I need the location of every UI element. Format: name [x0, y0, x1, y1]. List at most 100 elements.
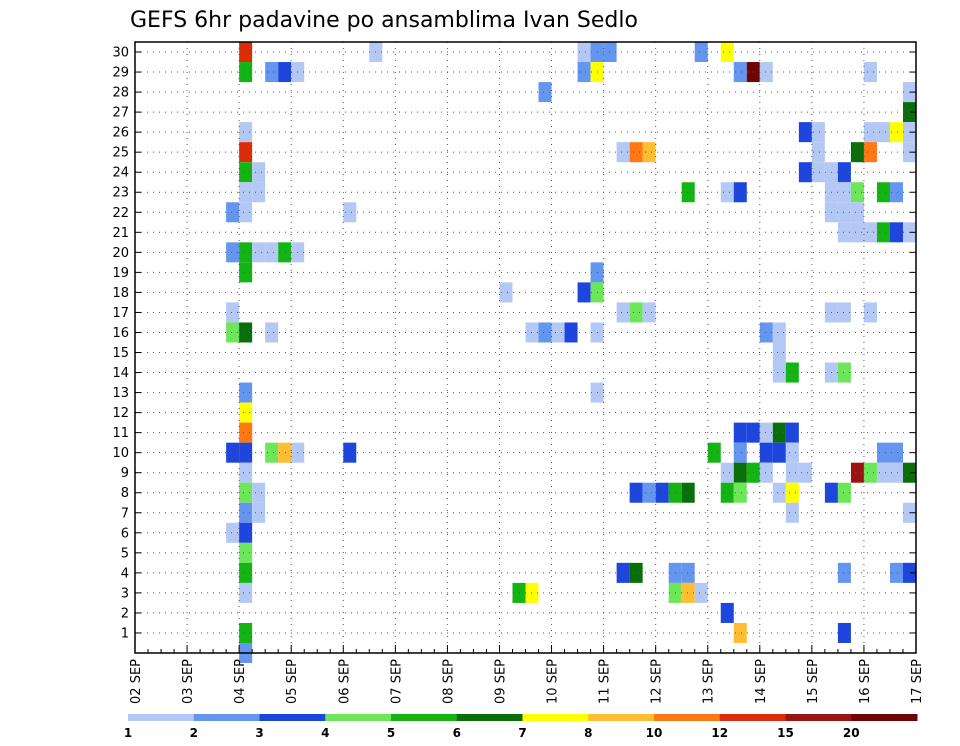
heatmap-cell [525, 322, 539, 343]
heatmap-cell [252, 162, 266, 183]
heatmap-cell [811, 122, 825, 143]
colorbar: 1 2 3 4 5 6 7 8 10 12 15 20 [124, 714, 918, 740]
heatmap-cell [837, 182, 851, 203]
heatmap-cell [239, 442, 253, 463]
heatmap-cell [837, 162, 851, 183]
y-tick-label: 5 [121, 546, 129, 561]
y-tick-label: 27 [112, 106, 129, 121]
heatmap-cell [889, 562, 903, 583]
heatmap-cell [772, 342, 786, 363]
heatmap-cell [226, 322, 240, 343]
heatmap-cell [720, 182, 734, 203]
y-tick-label: 29 [112, 66, 129, 81]
heatmap-cell [785, 502, 799, 523]
heatmap-cell [720, 462, 734, 483]
heatmap-cell [252, 242, 266, 263]
heatmap-cell [226, 522, 240, 543]
heatmap-cell [629, 562, 643, 583]
y-tick-label: 21 [112, 226, 129, 241]
heatmap-cell [239, 162, 253, 183]
heatmap-cell [239, 262, 253, 283]
colorbar-swatch [785, 714, 852, 721]
x-tick-label: 11 SEP [598, 659, 613, 704]
heatmap-cell [642, 302, 656, 323]
heatmap-cell [772, 442, 786, 463]
heatmap-cell [798, 162, 812, 183]
y-tick-label: 18 [112, 286, 129, 301]
heatmap-cell [863, 302, 877, 323]
heatmap-cell [863, 62, 877, 83]
heatmap-cell [681, 482, 695, 503]
x-tick-label: 10 SEP [546, 659, 561, 704]
heatmap-cell [681, 582, 695, 603]
heatmap-cell [889, 222, 903, 243]
heatmap-cell [252, 182, 266, 203]
colorbar-swatch [719, 714, 786, 721]
heatmap-cell [239, 562, 253, 583]
heatmap-cell [239, 142, 253, 163]
x-tick-label: 04 SEP [233, 659, 248, 704]
heatmap-cell [577, 62, 591, 83]
heatmap-cell [733, 422, 747, 443]
heatmap-cell [577, 42, 591, 63]
colorbar-swatch [259, 714, 326, 721]
y-tick-label: 6 [121, 526, 129, 541]
heatmap-cell [733, 182, 747, 203]
heatmap-cell [733, 482, 747, 503]
heatmap-cell [772, 362, 786, 383]
heatmap-cell [850, 202, 864, 223]
heatmap-cell [538, 322, 552, 343]
heatmap-cell [239, 202, 253, 223]
heatmap-cell [577, 282, 591, 303]
heatmap-cell [239, 402, 253, 423]
colorbar-swatch [654, 714, 721, 721]
heatmap-cell [733, 62, 747, 83]
heatmap-cell [889, 182, 903, 203]
colorbar-tick-label: 1 [124, 726, 132, 740]
x-tick-label: 15 SEP [806, 659, 821, 704]
heatmap-cell [655, 482, 669, 503]
heatmap-cell [876, 182, 890, 203]
heatmap-cell [759, 62, 773, 83]
y-tick-label: 20 [112, 246, 129, 261]
y-tick-label: 26 [112, 126, 129, 141]
y-tick-label: 13 [112, 386, 129, 401]
y-tick-label: 30 [112, 46, 129, 61]
heatmap-cell [265, 322, 279, 343]
heatmap-cell [239, 462, 253, 483]
heatmap-cell [837, 302, 851, 323]
heatmap-cell [876, 462, 890, 483]
heatmap-cell [239, 122, 253, 143]
y-tick-label: 23 [112, 186, 129, 201]
heatmap-cell [343, 442, 357, 463]
heatmap-cell [837, 482, 851, 503]
heatmap-cell [551, 322, 565, 343]
colorbar-tick-label: 12 [711, 726, 728, 740]
colorbar-tick-label: 7 [518, 726, 526, 740]
heatmap-cell [226, 442, 240, 463]
y-axis-ticks: 1234567891011121314151617181920212223242… [112, 46, 916, 641]
colorbar-swatch [588, 714, 655, 721]
heatmap-cell [343, 202, 357, 223]
heatmap-cell [785, 462, 799, 483]
heatmap-cell [733, 622, 747, 643]
x-tick-label: 02 SEP [129, 659, 144, 704]
heatmap-cell [239, 622, 253, 643]
colorbar-tick-label: 10 [646, 726, 663, 740]
heatmap-cell [837, 362, 851, 383]
heatmap-cell [265, 442, 279, 463]
heatmap-cell [837, 222, 851, 243]
heatmap-cell [226, 202, 240, 223]
y-tick-label: 3 [121, 586, 129, 601]
heatmap-cell [785, 482, 799, 503]
y-tick-label: 2 [121, 606, 129, 621]
y-tick-label: 15 [112, 346, 129, 361]
grid-lines [135, 42, 916, 653]
heatmap-cell [629, 142, 643, 163]
heatmap-cell [226, 242, 240, 263]
heatmap-cell [239, 422, 253, 443]
heatmap-cell [889, 462, 903, 483]
heatmap-cell [850, 462, 864, 483]
heatmap-cell [863, 122, 877, 143]
